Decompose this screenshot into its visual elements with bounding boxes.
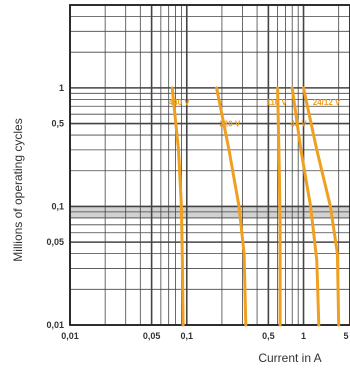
x-tick-label: 0,05 — [143, 331, 161, 341]
series-label: 440 V — [169, 98, 191, 107]
x-axis-label: Current in A — [258, 351, 321, 365]
plot-frame — [69, 4, 350, 326]
y-tick-labels: 1 0,5 0,1 0,05 0,01 — [46, 83, 64, 330]
y-axis-label: Millions of operating cycles — [11, 118, 25, 261]
series-line — [290, 86, 321, 327]
series-label: 220 V — [219, 120, 241, 129]
series-line — [170, 86, 185, 327]
x-tick-label: 5 — [343, 331, 348, 341]
series-label: 24/12 V — [313, 98, 341, 107]
y-tick-label: 1 — [59, 83, 64, 93]
series-label: 48 V — [290, 120, 307, 129]
series-line — [276, 86, 282, 327]
y-tick-label: 0,05 — [46, 237, 64, 247]
y-tick-label: 0,1 — [51, 201, 64, 211]
series-line — [302, 86, 341, 327]
x-tick-label: 0,1 — [181, 331, 194, 341]
series-label: 110 V — [266, 98, 287, 107]
x-tick-label: 0,01 — [61, 331, 79, 341]
x-tick-label: 0,5 — [262, 331, 275, 341]
plot-border — [69, 4, 350, 326]
x-tick-label: 1 — [301, 331, 306, 341]
series-labels: 440 V 220 V 110 V 48 V 24/12 V — [169, 98, 341, 129]
y-tick-label: 0,5 — [51, 119, 64, 129]
series-line — [215, 86, 248, 327]
grid — [69, 4, 350, 326]
x-tick-labels: 0,01 0,05 0,1 0,5 1 5 — [61, 331, 348, 341]
series — [170, 86, 341, 327]
y-tick-label: 0,01 — [46, 320, 64, 330]
